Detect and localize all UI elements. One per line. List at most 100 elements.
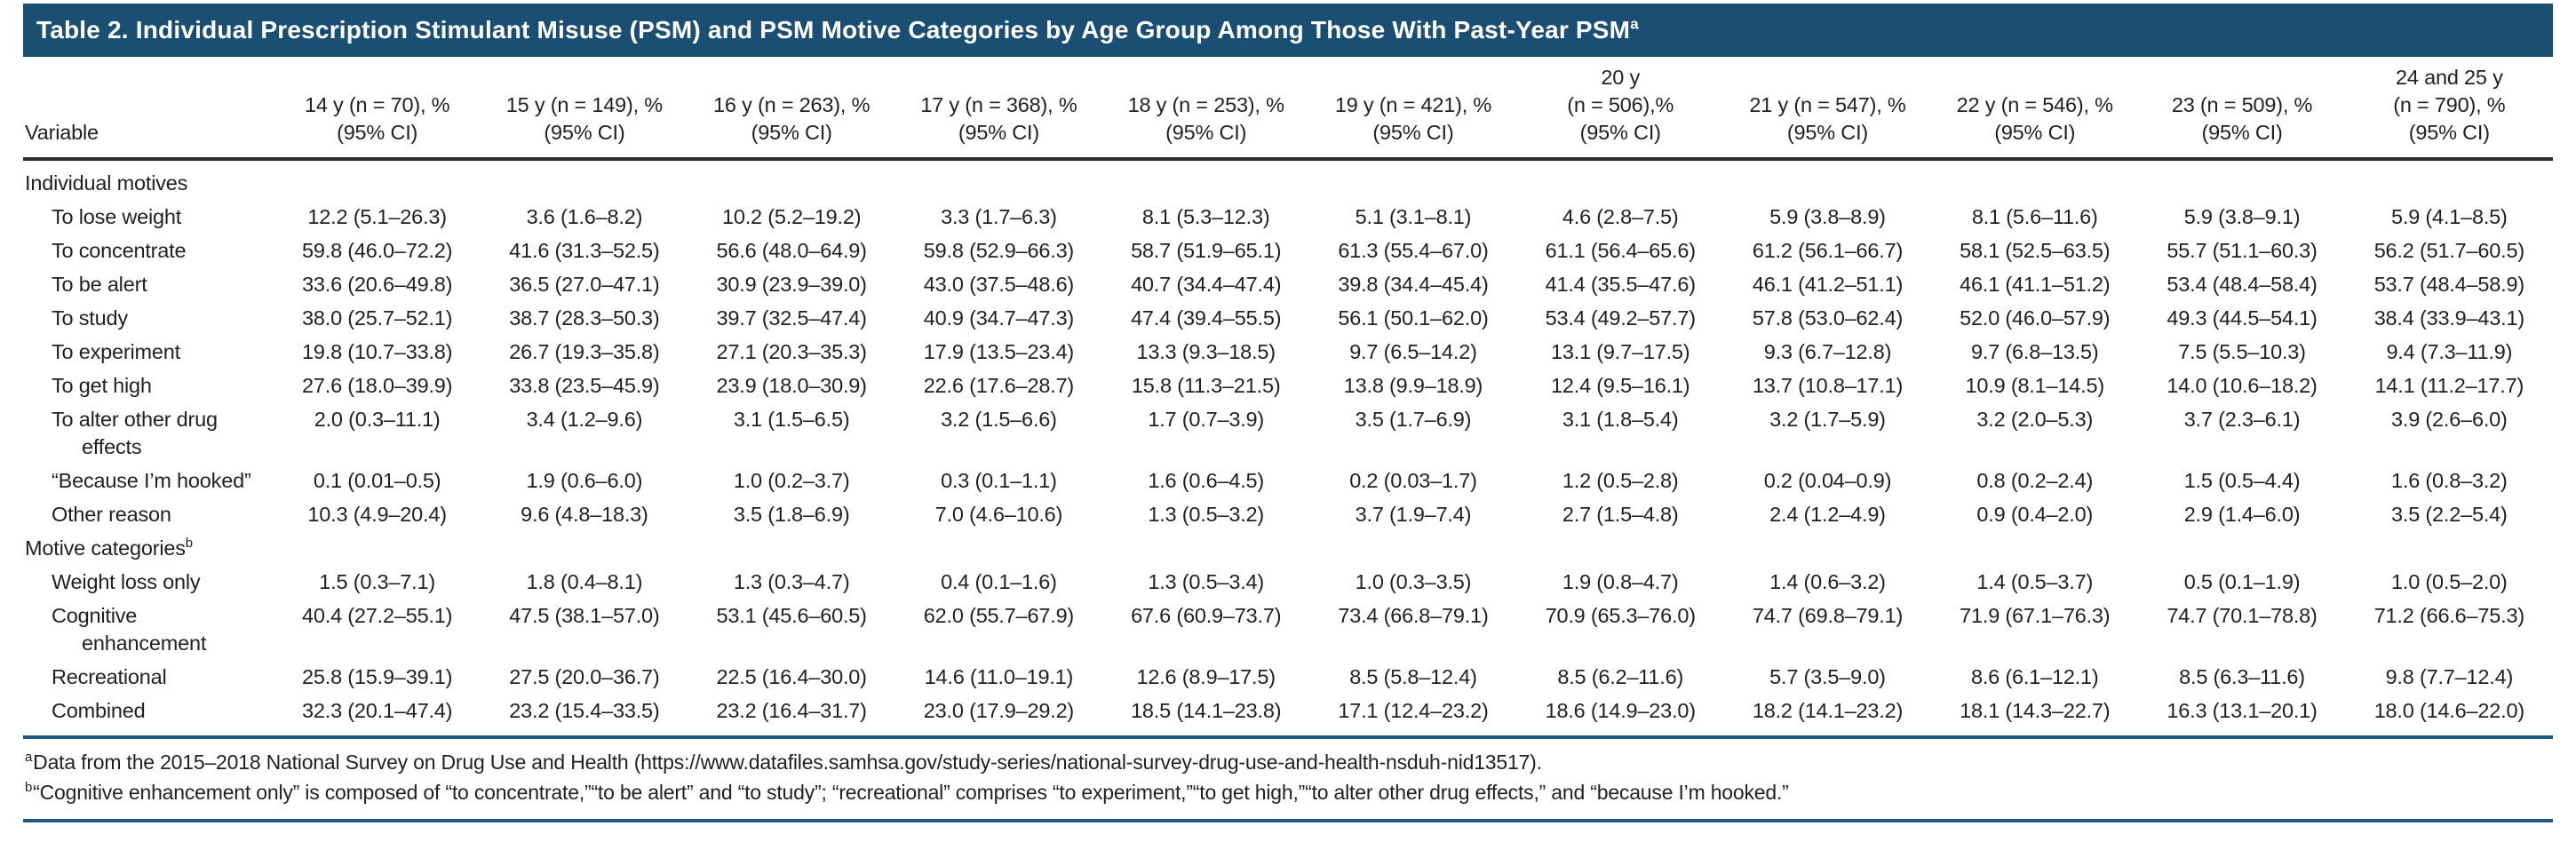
value-cell [1517, 159, 1724, 201]
value-cell: 46.1 (41.2–51.1) [1752, 273, 1904, 296]
value-cell: 3.2 (1.7–5.9) [1769, 408, 1886, 431]
value-cell: 2.7 (1.5–4.8) [1562, 503, 1679, 526]
value-cell: 1.4 (0.5–3.7) [1976, 570, 2094, 593]
value-cell: 13.3 (9.3–18.5) [1136, 340, 1276, 363]
column-header-age-group: 24 and 25 y (n = 790), % (95% CI) [2345, 64, 2553, 161]
title-footnote-marker: a [1630, 15, 1639, 33]
value-cell: 18.2 (14.1–23.2) [1752, 699, 1904, 722]
value-cell: 15.8 (11.3–21.5) [1131, 374, 1281, 397]
value-cell: 7.0 (4.6–10.6) [934, 503, 1063, 526]
value-cell: 38.4 (33.9–43.1) [2373, 306, 2524, 330]
footnote-b: b“Cognitive enhancement only” is compose… [25, 777, 2551, 807]
value-cell: 58.1 (52.5–63.5) [1960, 239, 2111, 262]
value-cell: 17.9 (13.5–23.4) [923, 340, 1075, 363]
value-cell: 1.0 (0.2–3.7) [733, 469, 850, 492]
value-cell: 1.2 (0.5–2.8) [1562, 469, 1679, 492]
table-header: Variable 14 y (n = 70), % (95% CI) 15 y (… [23, 64, 2553, 161]
value-cell: 1.8 (0.4–8.1) [526, 570, 643, 593]
value-cell: 9.4 (7.3–11.9) [2386, 340, 2513, 363]
value-cell [688, 532, 895, 566]
value-cell: 23.2 (16.4–31.7) [716, 699, 867, 722]
value-cell: 8.5 (6.3–11.6) [2179, 665, 2305, 688]
value-cell: 30.9 (23.9–39.0) [716, 273, 867, 296]
row-label: Individual motives [25, 171, 188, 195]
value-cell: 0.5 (0.1–1.9) [2183, 570, 2301, 593]
column-header-age-group: 16 y (n = 263), % (95% CI) [688, 64, 895, 161]
table-body: Individual motives To lose weight 12.2 (5.… [23, 159, 2553, 728]
value-cell: 2.0 (0.3–11.1) [314, 408, 441, 431]
value-cell: 40.4 (27.2–55.1) [302, 604, 453, 627]
value-cell [895, 532, 1102, 566]
value-cell: 14.1 (11.2–17.7) [2374, 374, 2524, 397]
value-cell [2138, 532, 2345, 566]
value-cell: 12.2 (5.1–26.3) [307, 205, 447, 228]
column-header-age-group: 21 y (n = 547), % (95% CI) [1723, 64, 1932, 161]
value-cell: 53.7 (48.4–58.9) [2373, 273, 2524, 296]
value-cell: 5.9 (3.8–8.9) [1769, 205, 1886, 228]
value-cell: 1.9 (0.8–4.7) [1562, 570, 1679, 593]
value-cell: 23.2 (15.4–33.5) [509, 699, 660, 722]
value-cell [2346, 159, 2553, 201]
value-cell: 41.6 (31.3–52.5) [509, 239, 660, 262]
data-row: Recreational 25.8 (15.9–39.1) 27.5 (20.0–3… [23, 661, 2553, 695]
footnote-text: “Cognitive enhancement only” is composed… [33, 781, 1789, 804]
value-cell: 9.8 (7.7–12.4) [2385, 665, 2514, 688]
value-cell: 3.1 (1.8–5.4) [1562, 408, 1679, 431]
value-cell: 0.1 (0.01–0.5) [313, 469, 441, 492]
value-cell: 53.1 (45.6–60.5) [716, 604, 867, 627]
value-cell: 39.8 (34.4–45.4) [1338, 273, 1489, 296]
value-cell: 33.8 (23.5–45.9) [509, 374, 660, 397]
value-cell: 55.7 (51.1–60.3) [2167, 239, 2318, 262]
value-cell: 27.6 (18.0–39.9) [302, 374, 453, 397]
value-cell: 13.1 (9.7–17.5) [1551, 340, 1690, 363]
column-header-variable: Variable [23, 64, 274, 161]
value-cell: 16.3 (13.1–20.1) [2167, 699, 2318, 722]
footnote-a: aData from the 2015–2018 National Survey… [25, 747, 2551, 777]
value-cell: 3.2 (2.0–5.3) [1976, 408, 2094, 431]
value-cell: 0.9 (0.4–2.0) [1976, 503, 2094, 526]
row-label: Weight loss only [52, 570, 201, 593]
value-cell: 1.6 (0.8–3.2) [2391, 469, 2508, 492]
data-row: Combined 32.3 (20.1–47.4) 23.2 (15.4–33.5)… [23, 695, 2553, 728]
column-header-age-group: 20 y (n = 506),% (95% CI) [1516, 64, 1724, 161]
value-cell: 5.1 (3.1–8.1) [1355, 205, 1472, 228]
value-cell: 23.0 (17.9–29.2) [923, 699, 1075, 722]
value-cell: 18.0 (14.6–22.0) [2373, 699, 2524, 722]
value-cell: 47.4 (39.4–55.5) [1131, 306, 1282, 330]
value-cell: 2.9 (1.4–6.0) [2183, 503, 2301, 526]
value-cell: 0.2 (0.04–0.9) [1763, 469, 1892, 492]
value-cell: 9.7 (6.8–13.5) [1970, 340, 2099, 363]
value-cell: 0.4 (0.1–1.6) [941, 570, 1057, 593]
value-cell: 22.6 (17.6–28.7) [923, 374, 1075, 397]
value-cell [274, 159, 481, 201]
data-row: To be alert 33.6 (20.6–49.8) 36.5 (27.0–47… [23, 268, 2553, 302]
value-cell: 56.1 (50.1–62.0) [1338, 306, 1489, 330]
value-cell: 33.6 (20.6–49.8) [302, 273, 453, 296]
value-cell: 38.0 (25.7–52.1) [302, 306, 453, 330]
column-header-age-group: 15 y (n = 149), % (95% CI) [481, 64, 688, 161]
section-row: Motive categoriesb [23, 532, 2553, 566]
value-cell: 39.7 (32.5–47.4) [716, 306, 867, 330]
value-cell: 10.3 (4.9–20.4) [307, 503, 447, 526]
value-cell [481, 532, 688, 566]
row-label: Combined [52, 699, 146, 722]
value-cell: 0.8 (0.2–2.4) [1976, 469, 2094, 492]
value-cell: 4.6 (2.8–7.5) [1562, 205, 1679, 228]
row-label: Motive categoriesb [25, 536, 193, 560]
value-cell: 25.8 (15.9–39.1) [302, 665, 453, 688]
footnote-marker: a [25, 750, 33, 766]
value-cell: 57.8 (53.0–62.4) [1752, 306, 1904, 330]
value-cell: 12.6 (8.9–17.5) [1136, 665, 1276, 688]
value-cell: 10.9 (8.1–14.5) [1965, 374, 2105, 397]
value-cell [1309, 532, 1516, 566]
value-cell: 1.7 (0.7–3.9) [1148, 408, 1265, 431]
data-row: Cognitive enhancement 40.4 (27.2–55.1) 47.… [23, 600, 2553, 661]
value-cell: 67.6 (60.9–73.7) [1131, 604, 1282, 627]
value-cell: 3.7 (2.3–6.1) [2183, 408, 2301, 431]
value-cell: 8.5 (5.8–12.4) [1349, 665, 1477, 688]
value-cell: 3.4 (1.2–9.6) [526, 408, 643, 431]
value-cell: 8.5 (6.2–11.6) [1557, 665, 1684, 688]
value-cell: 1.5 (0.5–4.4) [2183, 469, 2301, 492]
value-cell: 23.9 (18.0–30.9) [716, 374, 867, 397]
value-cell: 3.2 (1.5–6.6) [941, 408, 1057, 431]
